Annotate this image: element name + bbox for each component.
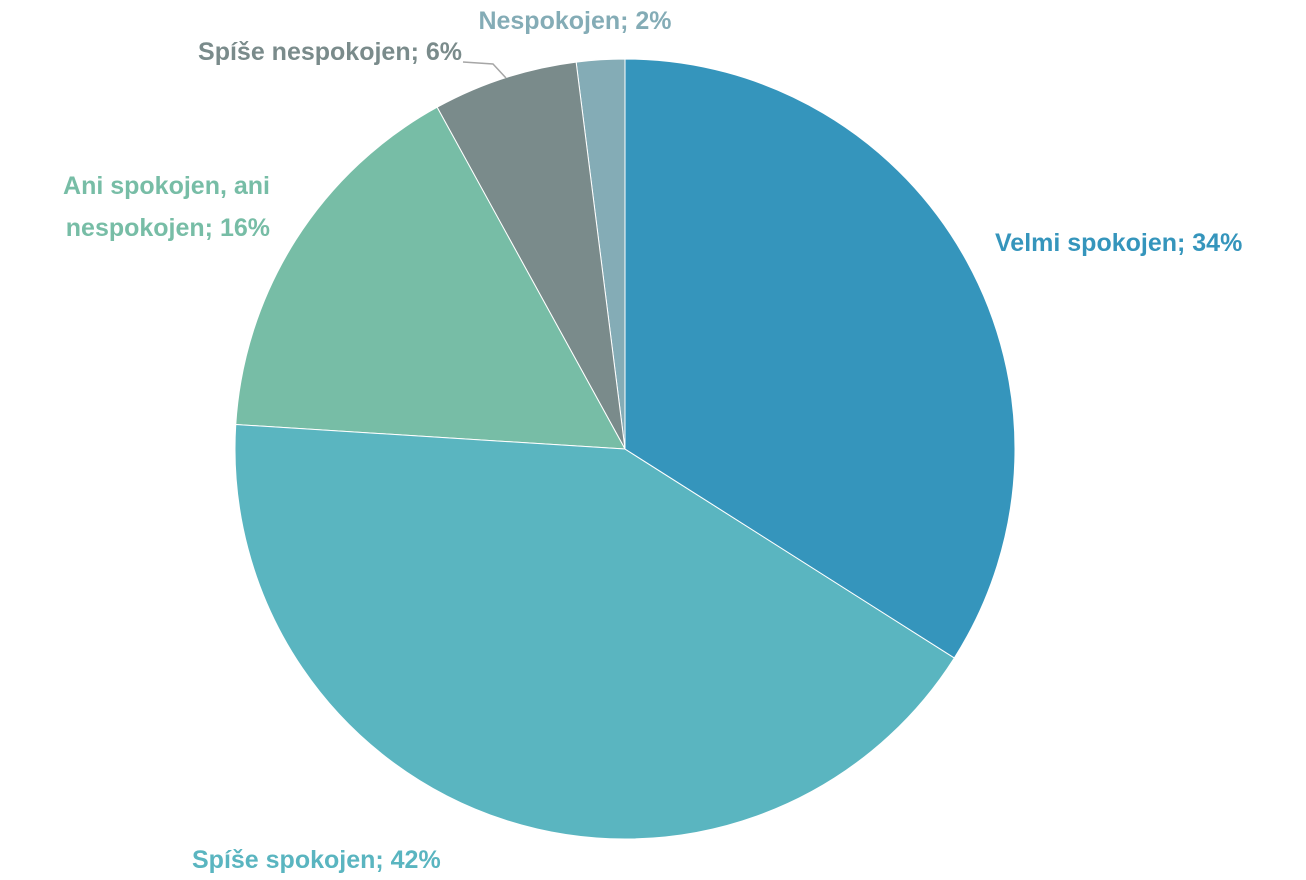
data-label: Spíše spokojen; 42%	[192, 846, 441, 874]
data-label: Ani spokojen, ani nespokojen; 16%	[63, 172, 270, 242]
pie-slice	[624, 58, 1016, 659]
pie-slice	[234, 423, 955, 840]
pie-slice	[235, 106, 626, 450]
leader-line	[462, 61, 507, 79]
data-label: Nespokojen; 2%	[478, 7, 672, 35]
pie-slice	[436, 61, 626, 450]
data-label: Spíše nespokojen; 6%	[198, 38, 462, 66]
data-label: Velmi spokojen; 34%	[995, 229, 1243, 257]
